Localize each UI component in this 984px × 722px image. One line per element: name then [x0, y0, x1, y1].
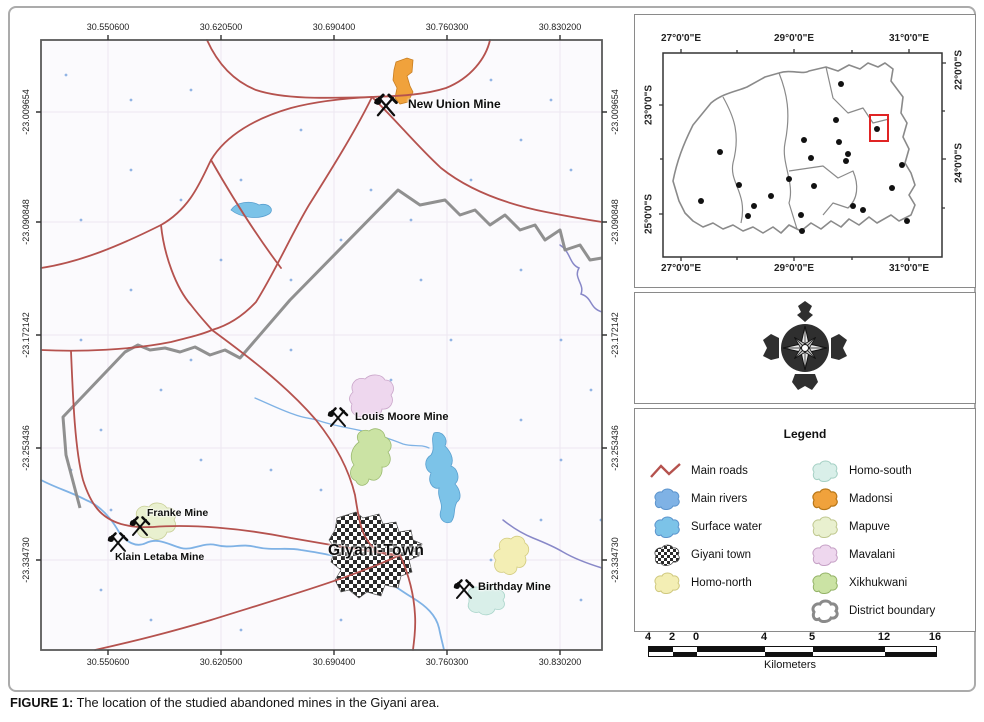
mine-icon: [106, 532, 129, 553]
scale-tick-label: 4: [644, 631, 652, 643]
inset-y-tick-label: 24°0'0"S: [953, 142, 965, 184]
y-tick-label: -23.090848: [21, 199, 31, 245]
unit-homo-south: [467, 584, 505, 616]
scale-tick-label: 2: [668, 631, 676, 643]
surface-water: [230, 201, 461, 524]
y-tick-label: -23.253436: [21, 425, 31, 471]
x-tick-label: 30.760300: [425, 22, 469, 32]
main-roads: [40, 39, 603, 651]
caption-label: FIGURE 1:: [10, 695, 74, 710]
caption-text: The location of the studied abandoned mi…: [73, 695, 440, 710]
district-boundary-line: [61, 188, 603, 509]
x-tick-label: 30.620500: [199, 657, 243, 667]
surface-water-swatch-icon: [654, 516, 680, 538]
town-label: Giyani-Town: [328, 542, 425, 559]
legend-title: Legend: [783, 427, 827, 441]
homo-south-swatch-icon: [812, 460, 838, 482]
mavalani-swatch-icon: [812, 544, 838, 566]
study-area-rectangle: [869, 114, 889, 142]
inset-x-tick-label: 29°0'0"E: [773, 263, 815, 274]
giyani-town-swatch-icon: [654, 544, 680, 566]
giyani-town-area: [328, 511, 423, 599]
x-tick-label: 30.620500: [199, 22, 243, 32]
x-tick-label: 30.830200: [538, 657, 582, 667]
water-dots: [64, 73, 603, 632]
y-tick-label: -23.009654: [21, 89, 31, 135]
homo-north-swatch-icon: [654, 572, 680, 594]
mine-icon: [326, 407, 349, 428]
inset-mine-dots: [698, 81, 910, 234]
axis-ticks: [36, 35, 607, 655]
y-tick-label: -23.253436: [610, 425, 620, 471]
main-rivers-swatch-icon: [654, 488, 680, 510]
map-frame-border: [40, 39, 603, 651]
scale-tick-label: 16: [928, 631, 942, 643]
unit-xikhukwani: [350, 428, 392, 486]
x-tick-label: 30.550600: [86, 22, 130, 32]
x-tick-label: 30.690400: [312, 22, 356, 32]
y-tick-label: -23.009654: [610, 89, 620, 135]
main-river: [40, 397, 445, 651]
mine-label-new-union: New Union Mine: [408, 97, 501, 111]
scale-tick-label: 12: [877, 631, 891, 643]
scale-tick-label: 5: [808, 631, 816, 643]
x-tick-label: 30.690400: [312, 657, 356, 667]
inset-map-artwork: [659, 49, 946, 261]
y-tick-label: -23.334730: [21, 537, 31, 583]
unit-mavalani: [349, 374, 394, 419]
inset-x-tick-label: 31°0'0"E: [888, 33, 930, 44]
map-canvas: New Union Mine Louis Moore Mine Franke M…: [36, 35, 607, 655]
mine-label-franke: Franke Mine: [147, 507, 209, 519]
inset-y-tick-label: 25°0'0"S: [643, 193, 655, 235]
mine-label-louis-moore: Louis Moore Mine: [355, 411, 449, 423]
province-outline: [672, 62, 916, 234]
y-tick-label: -23.334730: [610, 537, 620, 583]
district-boundary-swatch-icon: [811, 599, 839, 623]
mine-label-birthday: Birthday Mine: [478, 581, 551, 593]
inset-x-tick-label: 27°0'0"E: [660, 263, 702, 274]
scale-tick-label: 0: [692, 631, 700, 643]
scale-tick-label: 4: [760, 631, 768, 643]
legend-panel: Legend Main roads Main rivers Surface wa…: [634, 408, 976, 632]
mapuve-swatch-icon: [812, 516, 838, 538]
unit-madonsi: [392, 57, 414, 105]
unit-homo-north: [493, 535, 530, 575]
xikhukwani-swatch-icon: [812, 572, 838, 594]
gridlines: [41, 40, 602, 650]
x-tick-label: 30.760300: [425, 657, 469, 667]
figure-caption: FIGURE 1: The location of the studied ab…: [10, 695, 439, 710]
madonsi-swatch-icon: [812, 488, 838, 511]
x-tick-label: 30.550600: [86, 657, 130, 667]
secondary-river: [502, 244, 603, 569]
y-tick-label: -23.172142: [21, 312, 31, 358]
x-tick-label: 30.830200: [538, 22, 582, 32]
compass-panel: [634, 292, 976, 404]
main-roads-swatch-icon: [650, 463, 681, 478]
inset-y-tick-label: 22°0'0"S: [953, 49, 965, 91]
scale-bar-graphic: [648, 646, 937, 657]
map-artwork: [36, 35, 607, 655]
inset-x-tick-label: 27°0'0"E: [660, 33, 702, 44]
inset-map-panel: 27°0'0"E 29°0'0"E 31°0'0"E 27°0'0"E 29°0…: [634, 14, 976, 288]
y-tick-label: -23.090848: [610, 199, 620, 245]
mine-label-klain-letaba: Klain Letaba Mine: [115, 551, 205, 563]
inset-x-tick-label: 31°0'0"E: [888, 263, 930, 274]
y-tick-label: -23.172142: [610, 312, 620, 358]
inset-x-tick-label: 29°0'0"E: [773, 33, 815, 44]
inset-y-tick-label: 23°0'0"S: [643, 84, 655, 126]
compass-rose-icon: [763, 301, 847, 390]
scale-unit-label: Kilometers: [764, 659, 816, 671]
